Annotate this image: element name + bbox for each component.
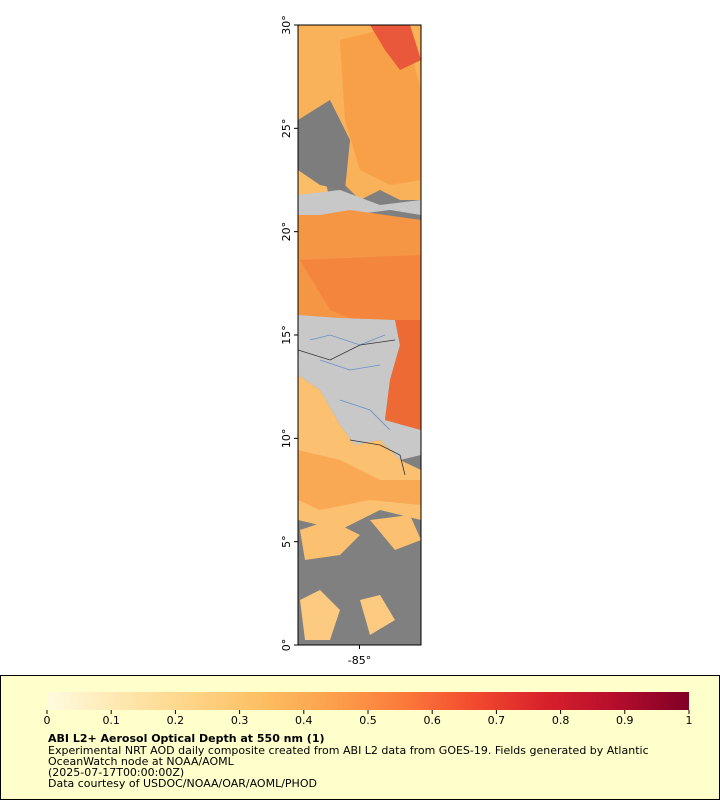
colorbar-tick-label: 0.7	[488, 714, 506, 727]
colorbar-tick-label: 0.6	[423, 714, 441, 727]
colorbar-tick-label: 0.9	[616, 714, 634, 727]
colorbar-tick-label: 0.4	[295, 714, 313, 727]
y-tick-label: 25°	[280, 119, 293, 139]
colorbar-tick-label: 0.5	[359, 714, 377, 727]
colorbar-tick-label: 0.1	[102, 714, 120, 727]
legend-line: Data courtesy of USDOC/NOAA/OAR/AOML/PHO…	[48, 777, 317, 790]
colorbar-tick-label: 0.2	[167, 714, 185, 727]
colorbar-tick-label: 0.8	[552, 714, 570, 727]
colorbar-tick-label: 1	[686, 714, 693, 727]
y-tick-label: 5°	[280, 535, 293, 548]
legend-line: (2025-07-17T00:00:00Z)	[48, 766, 184, 779]
map-image	[298, 25, 421, 645]
colorbar-tick-label: 0	[44, 714, 51, 727]
legend-line: Experimental NRT AOD daily composite cre…	[48, 744, 649, 757]
y-tick-label: 15°	[280, 325, 293, 345]
y-tick-label: 20°	[280, 222, 293, 242]
x-tick-label: -85°	[348, 654, 371, 667]
colorbar	[47, 692, 689, 710]
y-tick-label: 0°	[280, 639, 293, 652]
y-tick-label: 30°	[280, 15, 293, 35]
colorbar-tick-label: 0.3	[231, 714, 249, 727]
legend-title: ABI L2+ Aerosol Optical Depth at 550 nm …	[48, 732, 325, 745]
y-tick-label: 10°	[280, 429, 293, 449]
legend-line: OceanWatch node at NOAA/AOML	[48, 755, 235, 768]
